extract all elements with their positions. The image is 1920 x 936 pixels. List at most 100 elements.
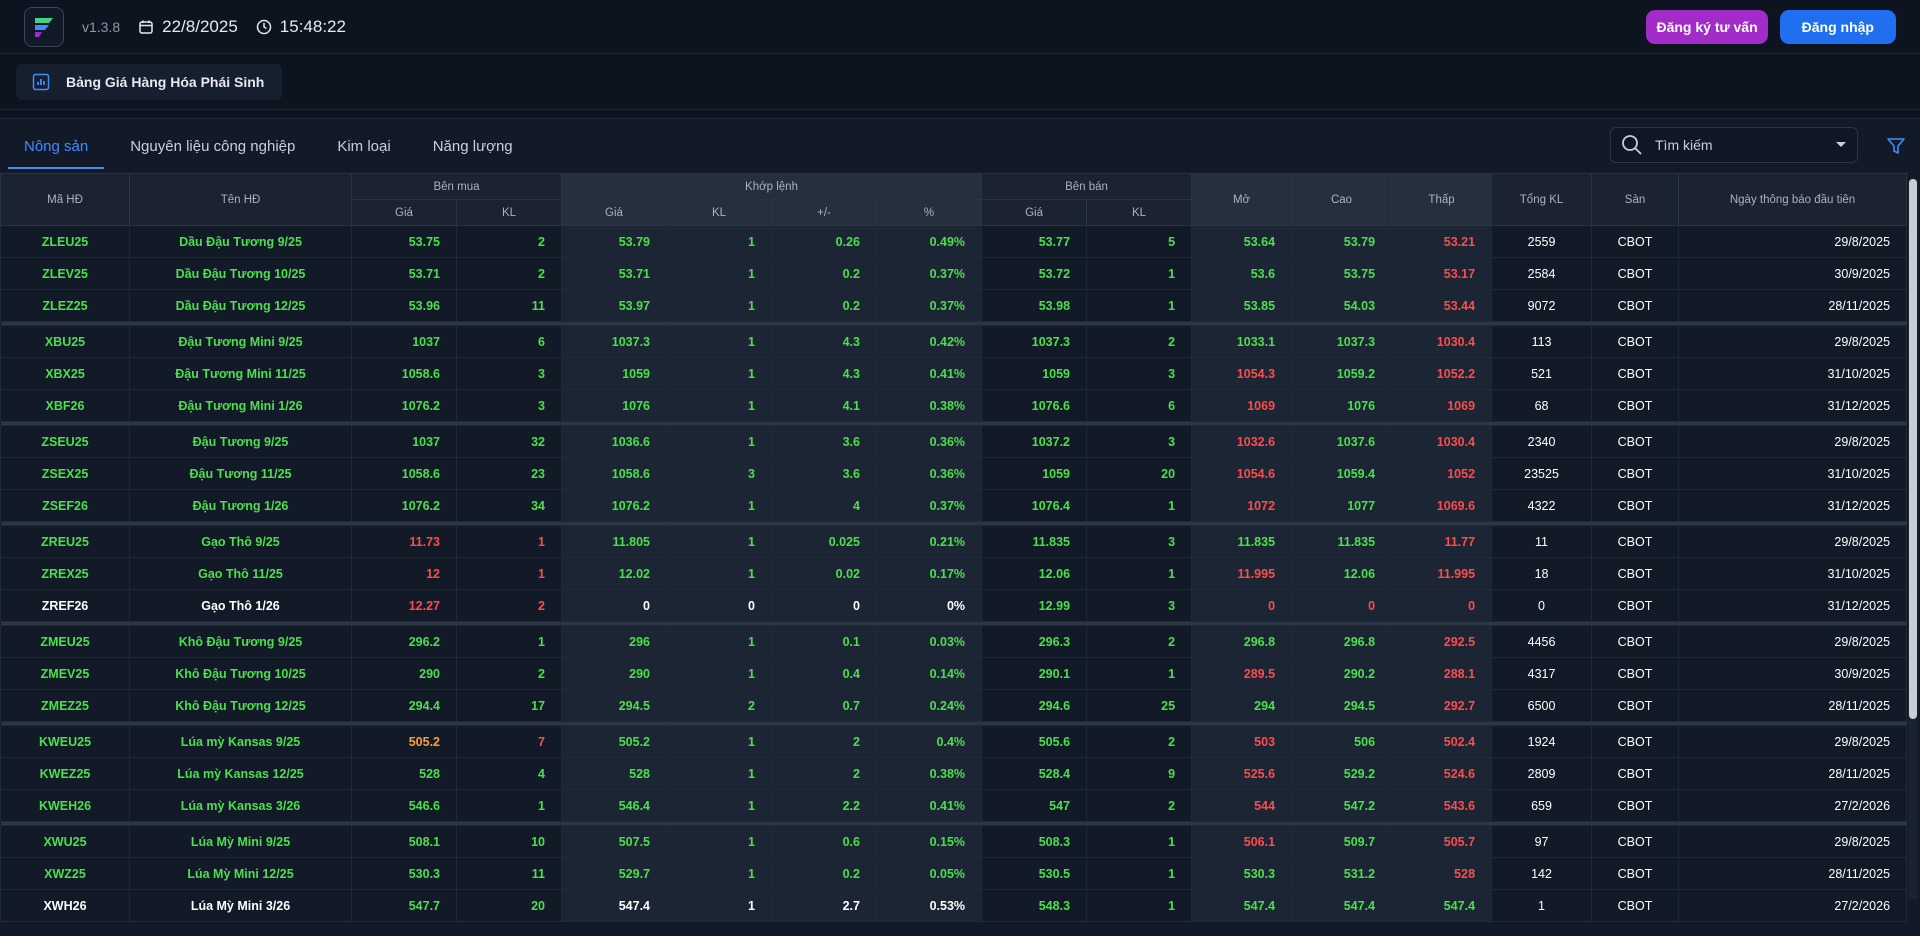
table-row[interactable]: ZREU25 Gạo Thô 9/25 11.73 1 11.805 1 0.025 0.21… (0, 525, 1908, 558)
cell-tkl: 9072 (1491, 289, 1593, 322)
tab-nang-luong[interactable]: Năng lượng (417, 119, 529, 173)
header-tong-kl[interactable]: Tổng KL (1491, 173, 1593, 226)
cell-kg: 53.79 (561, 225, 667, 258)
cell-pm: 0.025 (771, 525, 877, 558)
cell-kg: 1076.2 (561, 489, 667, 522)
table-row[interactable]: KWEZ25 Lúa mỳ Kansas 12/25 528 4 528 1 2 0.38% 5… (0, 757, 1908, 790)
separator-cell (0, 321, 1907, 326)
cell-kk: 1 (666, 325, 772, 358)
scrollbar[interactable] (1908, 179, 1918, 899)
header-khop-change: +/- (771, 199, 877, 226)
table-row[interactable]: ZSEX25 Đậu Tương 11/25 1058.6 23 1058.6 3 3.6 0… (0, 457, 1908, 490)
cell-pm: 0 (771, 589, 877, 622)
cell-bg: 548.3 (981, 889, 1088, 922)
table-row[interactable]: ZREX25 Gạo Thô 11/25 12 1 12.02 1 0.02 0.17% 12.… (0, 557, 1908, 590)
table-row[interactable]: ZLEV25 Dầu Đậu Tương 10/25 53.71 2 53.71 1 0.2… (0, 257, 1908, 290)
cell-mk: 2 (456, 657, 562, 690)
header-san[interactable]: Sàn (1591, 173, 1680, 226)
cell-kg: 529.7 (561, 857, 667, 890)
cell-bg: 1037.2 (981, 425, 1088, 458)
cell-mk: 3 (456, 389, 562, 422)
scrollbar-thumb[interactable] (1909, 179, 1917, 719)
cell-tkl: 4317 (1491, 657, 1593, 690)
search-box[interactable] (1610, 127, 1858, 163)
search-input[interactable] (1655, 137, 1815, 153)
header-cao[interactable]: Cao (1291, 173, 1393, 226)
cell-tkl: 659 (1491, 789, 1593, 822)
group-separator (0, 821, 1907, 826)
cell-pct: 0.42% (875, 325, 983, 358)
table-row[interactable]: ZMEZ25 Khô Đậu Tương 12/25 294.4 17 294.5 2 0.… (0, 689, 1908, 722)
table-row[interactable]: KWEU25 Lúa mỳ Kansas 9/25 505.2 7 505.2 1 2 0.4… (0, 725, 1908, 758)
table-row[interactable]: ZSEF26 Đậu Tương 1/26 1076.2 34 1076.2 1 4 0.37… (0, 489, 1908, 522)
header-ngay-thong-bao[interactable]: Ngày thông báo đầu tiên (1678, 173, 1908, 226)
table-row[interactable]: XWU25 Lúa Mỳ Mini 9/25 508.1 10 507.5 1 0.6 0.1… (0, 825, 1908, 858)
cell-mo: 503 (1191, 725, 1293, 758)
table-row[interactable]: XBX25 Đậu Tương Mini 11/25 1058.6 3 1059 1 4.3… (0, 357, 1908, 390)
table-row[interactable]: XWH26 Lúa Mỳ Mini 3/26 547.7 20 547.4 1 2.7 0.5… (0, 889, 1908, 922)
chevron-down-icon[interactable] (1835, 141, 1847, 149)
tab-label: Nông sản (24, 137, 89, 155)
login-button[interactable]: Đăng nhập (1779, 10, 1896, 44)
board-title: Bảng Giá Hàng Hóa Phái Sinh (66, 73, 265, 90)
table-row[interactable]: XBU25 Đậu Tương Mini 9/25 1037 6 1037.3 1 4.3 0… (0, 325, 1908, 358)
header-thap[interactable]: Thấp (1391, 173, 1493, 226)
cell-ten: Dầu Đậu Tương 12/25 (129, 289, 352, 322)
cell-ten: Dầu Đậu Tương 10/25 (129, 257, 352, 290)
cell-mo: 530.3 (1191, 857, 1293, 890)
cell-pm: 0.02 (771, 557, 877, 590)
board-tab[interactable]: Bảng Giá Hàng Hóa Phái Sinh (16, 63, 283, 100)
cell-mg: 11.73 (351, 525, 457, 558)
cell-ngay: 30/9/2025 (1678, 657, 1908, 690)
cell-mo: 525.6 (1191, 757, 1293, 790)
cell-bk: 3 (1086, 425, 1193, 458)
cell-san: CBOT (1591, 725, 1680, 758)
table-row[interactable]: ZLEZ25 Dầu Đậu Tương 12/25 53.96 11 53.97 1 0.… (0, 289, 1908, 322)
header-mo[interactable]: Mở (1191, 173, 1293, 226)
cell-ngay: 28/11/2025 (1678, 289, 1908, 322)
cell-thap: 53.21 (1391, 225, 1493, 258)
cell-ten: Lúa Mỳ Mini 3/26 (129, 889, 352, 922)
cell-ma: ZMEU25 (0, 625, 130, 658)
tab-kim-loai[interactable]: Kim loại (321, 119, 406, 173)
table-row[interactable]: ZMEU25 Khô Đậu Tương 9/25 296.2 1 296 1 0.1 0.0… (0, 625, 1908, 658)
cell-mk: 1 (456, 525, 562, 558)
cell-kg: 11.805 (561, 525, 667, 558)
table-row[interactable]: ZLEU25 Dầu Đậu Tương 9/25 53.75 2 53.79 1 0.26… (0, 225, 1908, 258)
table-row[interactable]: ZSEU25 Đậu Tương 9/25 1037 32 1036.6 1 3.6 0.36… (0, 425, 1908, 458)
cell-tkl: 2584 (1491, 257, 1593, 290)
table-row[interactable]: ZMEV25 Khô Đậu Tương 10/25 290 2 290 1 0.4 0.14… (0, 657, 1908, 690)
cell-mg: 1058.6 (351, 357, 457, 390)
cell-ngay: 27/2/2026 (1678, 789, 1908, 822)
clock-icon (256, 19, 272, 34)
category-tabs: Nông sản Nguyên liệu công nghiệp Kim loạ… (0, 119, 1920, 173)
table-row[interactable]: XWZ25 Lúa Mỳ Mini 12/25 530.3 11 529.7 1 0.2 0.… (0, 857, 1908, 890)
header-ten-hd[interactable]: Tên HĐ (129, 173, 352, 226)
filter-button[interactable] (1886, 136, 1906, 161)
cell-pm: 4 (771, 489, 877, 522)
cell-thap: 11.77 (1391, 525, 1493, 558)
cell-pm: 4.3 (771, 357, 877, 390)
cell-ngay: 29/8/2025 (1678, 525, 1908, 558)
cell-kg: 507.5 (561, 825, 667, 858)
cell-ma: ZREF26 (0, 589, 130, 622)
cell-mo: 53.64 (1191, 225, 1293, 258)
table-row[interactable]: KWEH26 Lúa mỳ Kansas 3/26 546.6 1 546.4 1 2.2 0… (0, 789, 1908, 822)
app-logo[interactable] (24, 6, 64, 47)
register-consult-button[interactable]: Đăng ký tư vấn (1646, 10, 1768, 44)
cell-ma: ZLEU25 (0, 225, 130, 258)
header-ma-hd[interactable]: Mã HĐ (0, 173, 130, 226)
cell-cao: 1037.6 (1291, 425, 1393, 458)
cell-kg: 546.4 (561, 789, 667, 822)
cell-san: CBOT (1591, 457, 1680, 490)
cell-mk: 1 (456, 789, 562, 822)
tab-nguyen-lieu-cong-nghiep[interactable]: Nguyên liệu công nghiệp (114, 119, 311, 173)
table-row[interactable]: ZREF26 Gạo Thô 1/26 12.27 2 0 0 0 0% 12.99 3 0 0 0 0 C… (0, 589, 1908, 622)
cell-bg: 53.72 (981, 257, 1088, 290)
cell-mo: 1054.6 (1191, 457, 1293, 490)
tab-nong-san[interactable]: Nông sản (8, 119, 105, 173)
cell-mk: 4 (456, 757, 562, 790)
cell-bk: 25 (1086, 689, 1193, 722)
table-row[interactable]: XBF26 Đậu Tương Mini 1/26 1076.2 3 1076 1 4.1 0… (0, 389, 1908, 422)
cell-mg: 12 (351, 557, 457, 590)
